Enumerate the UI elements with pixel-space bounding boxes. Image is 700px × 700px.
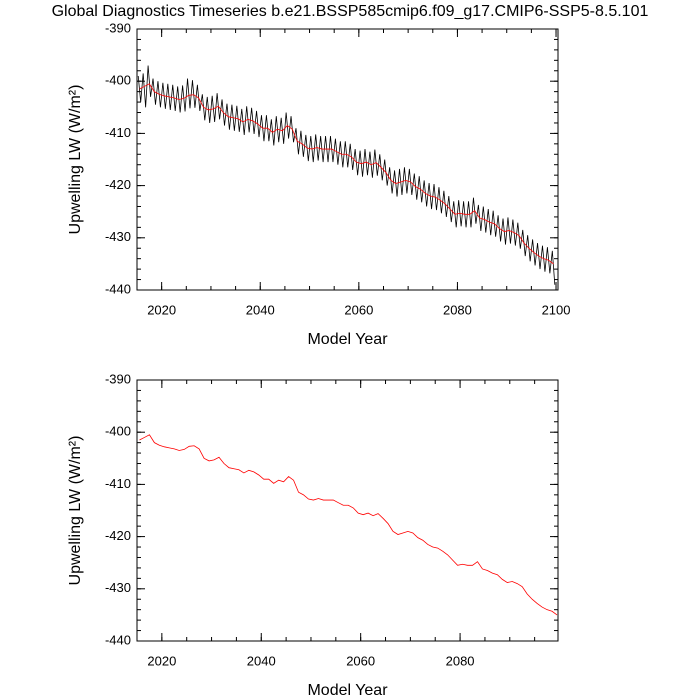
chart-title: Global Diagnostics Timeseries b.e21.BSSP… [52,3,649,20]
y-tick-label: -390 [105,371,131,386]
x-axis-label: Model Year [307,331,388,348]
y-axis-label: Upwelling LW (W/m²) [67,436,84,586]
data-line [139,83,554,265]
x-tick-label: 2080 [443,302,472,317]
x-tick-label: 2080 [446,653,475,668]
x-tick-label: 2060 [344,302,373,317]
y-tick-label: -420 [105,177,131,192]
y-tick-label: -400 [105,73,131,88]
y-tick-label: -440 [105,281,131,296]
x-tick-label: 2020 [147,302,176,317]
x-tick-label: 2040 [246,302,275,317]
plot-frame [136,379,559,642]
y-tick-label: -420 [105,528,131,543]
data-line [137,65,556,285]
x-tick-label: 2040 [247,653,276,668]
y-tick-label: -430 [105,229,131,244]
x-axis-label: Model Year [307,682,388,699]
data-line [139,434,558,616]
y-tick-label: -430 [105,580,131,595]
x-tick-label: 2020 [147,653,176,668]
y-tick-label: -400 [105,424,131,439]
x-tick-label: 2100 [542,302,571,317]
plot-frame [136,28,559,291]
y-axis-label: Upwelling LW (W/m²) [67,85,84,235]
x-tick-label: 2060 [346,653,375,668]
y-tick-label: -390 [105,20,131,35]
y-tick-label: -440 [105,632,131,647]
y-tick-label: -410 [105,476,131,491]
y-tick-label: -410 [105,125,131,140]
